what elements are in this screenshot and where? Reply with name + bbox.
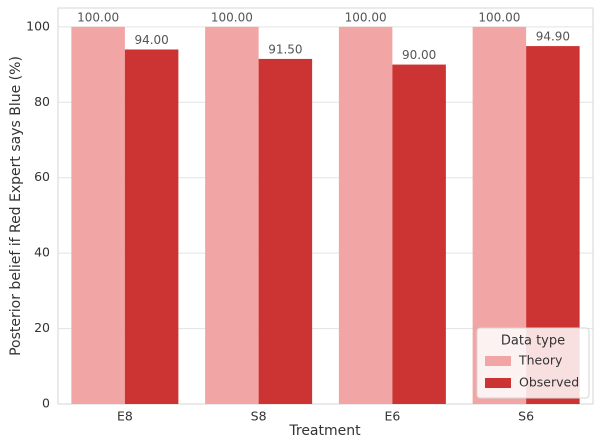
x-tick-label: S6	[518, 409, 534, 424]
y-tick-label: 100	[26, 18, 50, 33]
y-tick-label: 0	[42, 396, 50, 411]
bar	[71, 26, 125, 404]
y-tick-label: 40	[34, 245, 50, 260]
bar	[124, 49, 179, 404]
value-label: 100.00	[77, 10, 119, 24]
value-label: 90.00	[402, 48, 436, 62]
value-label: 94.00	[134, 33, 168, 47]
bar	[258, 58, 313, 405]
x-tick-label: E8	[117, 409, 133, 424]
bar	[392, 64, 446, 405]
legend-swatch	[485, 356, 511, 366]
value-label: 94.90	[536, 30, 570, 44]
x-axis-label: Treatment	[288, 423, 361, 439]
y-tick-label: 60	[34, 169, 50, 184]
x-tick-label: E6	[384, 409, 400, 424]
legend-swatch	[485, 378, 511, 388]
legend-title: Data type	[501, 334, 565, 349]
plot-frame	[57, 7, 594, 405]
x-tick-label: S8	[251, 409, 267, 424]
y-axis-label: Posterior belief if Red Expert says Blue…	[8, 56, 24, 356]
value-label: 100.00	[211, 10, 253, 24]
bar	[338, 26, 393, 404]
y-tick-label: 20	[34, 320, 50, 335]
legend-label: Theory	[518, 353, 563, 368]
legend-label: Observed	[519, 375, 579, 390]
value-label: 100.00	[478, 10, 520, 24]
y-tick-label: 80	[34, 94, 50, 109]
value-label: 91.50	[268, 42, 302, 56]
value-label: 100.00	[345, 10, 387, 24]
bar	[205, 26, 259, 404]
